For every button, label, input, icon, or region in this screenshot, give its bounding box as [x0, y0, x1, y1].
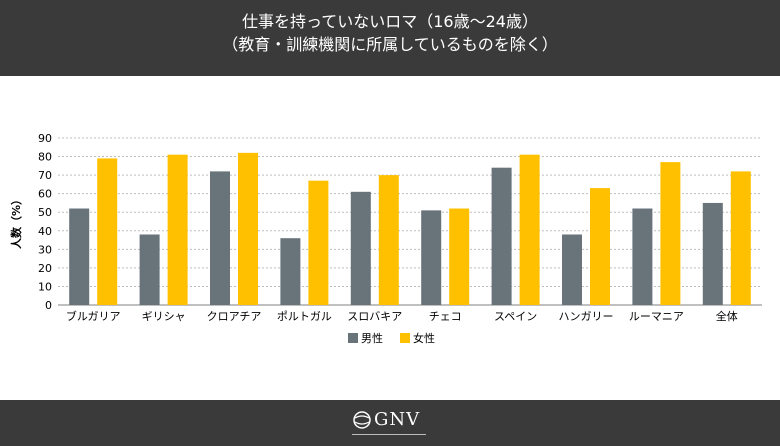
chart-title-line1: 仕事を持っていないロマ（16歳〜24歳） [242, 12, 538, 31]
bar-female [590, 188, 610, 305]
legend-label: 男性 [361, 331, 383, 345]
x-tick-label: ブルガリア [66, 309, 121, 323]
bar-male [562, 234, 582, 305]
y-tick-label: 30 [38, 243, 52, 256]
bar-chart: 0 10 20 30 40 50 60 70 80 90 人数（%） ブルガリア ギリシャ クロアチア ポル… [9, 132, 762, 345]
y-tick-label: 0 [45, 299, 52, 312]
bar-female [97, 158, 118, 305]
bar-female [167, 154, 188, 305]
chart-header: 仕事を持っていないロマ（16歳〜24歳） （教育・訓練機関に所属しているものを除… [0, 0, 780, 76]
x-tick-label: スロバキア [347, 310, 402, 323]
chart-title-line2: （教育・訓練機関に所属しているものを除く） [222, 35, 558, 54]
y-tick-label: 50 [38, 206, 52, 219]
bar-female [308, 180, 329, 305]
x-tick-label: ギリシャ [142, 310, 186, 323]
bar-male [69, 208, 90, 305]
y-tick-label: 60 [38, 188, 52, 201]
logo-text: GNV [374, 409, 421, 430]
bar-male [702, 202, 723, 305]
legend-label: 女性 [413, 331, 435, 345]
bar-male [632, 208, 653, 305]
footer-bar: GNV [0, 400, 780, 446]
x-tick-label: 全体 [716, 309, 738, 323]
bar-female [519, 154, 540, 305]
x-tick-label: ハンガリー [559, 310, 614, 323]
bar-male [280, 238, 301, 305]
y-tick-label: 40 [38, 225, 52, 238]
y-tick-label: 10 [38, 280, 52, 293]
bar-female [449, 208, 470, 305]
logo-underline [352, 434, 426, 435]
y-axis-title: 人数（%） [9, 194, 23, 249]
x-tick-label: ルーマニア [629, 310, 684, 323]
bar-female [378, 175, 399, 305]
bar-male [421, 210, 442, 305]
globe-icon [353, 411, 371, 429]
bar-female [660, 162, 681, 305]
x-tick-label: ポルトガル [277, 310, 332, 323]
chart-area: 0 10 20 30 40 50 60 70 80 90 人数（%） ブルガリア ギリシャ クロアチア ポル… [0, 76, 780, 400]
x-tick-label: チェコ [429, 310, 462, 323]
bar-male [139, 234, 160, 305]
bar-female [238, 152, 258, 305]
bar-male [491, 167, 512, 305]
y-tick-label: 80 [38, 151, 52, 164]
legend-swatch [400, 333, 410, 343]
y-tick-label: 70 [38, 169, 52, 182]
legend-swatch [348, 333, 358, 343]
bar-male [210, 171, 230, 305]
bar-male [350, 191, 371, 305]
gnv-logo: GNV [352, 408, 428, 440]
x-tick-label: クロアチア [207, 310, 262, 323]
y-tick-label: 20 [38, 262, 52, 275]
bar-female [730, 171, 751, 305]
x-tick-label: スペイン [494, 310, 537, 323]
y-tick-label: 90 [38, 132, 52, 145]
